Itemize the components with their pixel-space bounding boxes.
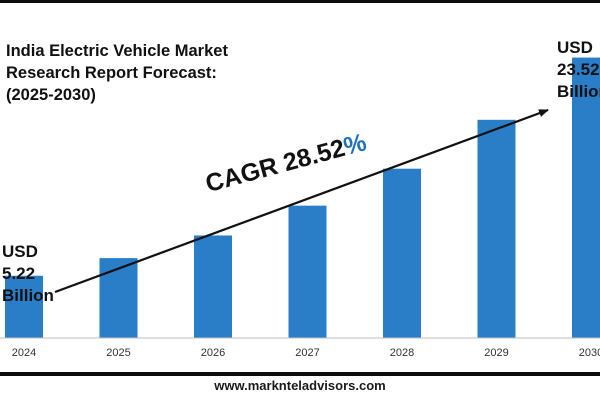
x-tick-label-2028: 2028 <box>390 347 414 359</box>
end-unit: Billion <box>557 82 600 101</box>
bar-2027 <box>288 205 327 338</box>
x-tick-label-2029: 2029 <box>484 347 508 359</box>
x-tick-labels: 2024 2025 2026 2027 2028 2029 2030 <box>12 347 600 359</box>
bar-2029 <box>477 119 516 338</box>
bar-2028 <box>383 168 421 338</box>
x-tick-label-2024: 2024 <box>12 347 36 359</box>
start-value: 5.22 <box>2 264 36 283</box>
bar-2024 <box>5 275 43 338</box>
x-tick-label-2025: 2025 <box>106 347 130 359</box>
chart-title: India Electric Vehicle Market Research R… <box>6 40 306 106</box>
top-border <box>0 0 600 3</box>
title-line-3: (2025-2030) <box>6 86 96 104</box>
x-tick-label-2027: 2027 <box>295 347 319 359</box>
end-value: 23.52 <box>557 60 600 79</box>
bar-chart: 2024 2025 2026 2027 2028 2029 2030 <box>0 57 600 359</box>
start-currency: USD <box>2 242 38 261</box>
end-value-callout: USD 23.52 Billion <box>557 37 600 103</box>
x-tick-label-2030: 2030 <box>579 347 600 359</box>
x-tick-label-2026: 2026 <box>201 347 225 359</box>
bar-2025 <box>99 258 138 338</box>
end-currency: USD <box>557 38 593 57</box>
bars-group <box>5 57 600 339</box>
start-value-callout: USD 5.22 Billion <box>2 241 54 307</box>
bar-2030 <box>572 57 600 339</box>
footer-website: www.marknteladvisors.com <box>214 378 386 393</box>
footer-background <box>0 376 600 400</box>
start-unit: Billion <box>2 286 54 305</box>
growth-arrow <box>54 108 549 294</box>
bar-2026 <box>194 235 232 338</box>
title-line-1: India Electric Vehicle Market <box>6 42 228 60</box>
title-line-2: Research Report Forecast: <box>6 64 217 82</box>
